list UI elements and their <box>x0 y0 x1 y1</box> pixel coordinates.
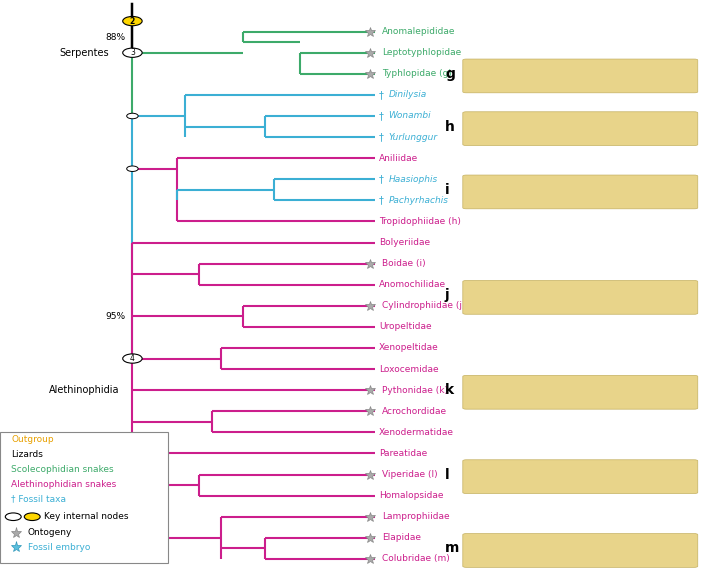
Circle shape <box>127 166 138 172</box>
Text: 88%: 88% <box>105 34 126 42</box>
Text: g: g <box>445 67 455 81</box>
Text: i: i <box>445 183 449 197</box>
Text: Wonambi: Wonambi <box>389 111 431 121</box>
Text: Dinilysia: Dinilysia <box>389 90 426 99</box>
Text: Alethinophidia: Alethinophidia <box>48 385 119 395</box>
Text: Xenopeltidae: Xenopeltidae <box>379 343 439 353</box>
Circle shape <box>122 48 142 57</box>
Text: Anomalepididae: Anomalepididae <box>382 27 456 36</box>
Text: Scolecophidian snakes: Scolecophidian snakes <box>11 465 114 474</box>
Text: Tropidophiidae (h): Tropidophiidae (h) <box>379 217 461 226</box>
Text: 2: 2 <box>130 17 135 26</box>
Text: Outgroup: Outgroup <box>11 435 53 444</box>
Text: †: † <box>379 174 384 184</box>
FancyBboxPatch shape <box>463 534 698 567</box>
Text: Yurlunggur: Yurlunggur <box>389 133 438 142</box>
Text: Elapidae: Elapidae <box>382 534 421 542</box>
FancyBboxPatch shape <box>463 59 698 93</box>
Text: Pareatidae: Pareatidae <box>379 449 427 458</box>
Text: Lamprophiidae: Lamprophiidae <box>382 512 449 521</box>
Text: Xenodermatidae: Xenodermatidae <box>379 428 454 437</box>
Text: Key internal nodes: Key internal nodes <box>44 512 129 521</box>
Circle shape <box>24 513 40 520</box>
Circle shape <box>127 113 138 119</box>
FancyBboxPatch shape <box>463 175 698 209</box>
Circle shape <box>122 16 142 26</box>
Text: †: † <box>379 195 384 205</box>
Text: Leptotyphlopidae: Leptotyphlopidae <box>382 48 461 57</box>
Circle shape <box>122 354 142 363</box>
Text: Colubridae (m): Colubridae (m) <box>382 554 449 563</box>
Text: j: j <box>445 288 449 302</box>
FancyBboxPatch shape <box>463 112 698 146</box>
Text: Lizards: Lizards <box>11 450 43 459</box>
Text: Pachyrhachis: Pachyrhachis <box>389 196 449 205</box>
Text: †: † <box>379 90 384 100</box>
FancyBboxPatch shape <box>463 375 698 409</box>
Text: Boidae (i): Boidae (i) <box>382 259 426 268</box>
Text: Aniliidae: Aniliidae <box>379 154 418 162</box>
Text: 3: 3 <box>130 48 135 57</box>
Circle shape <box>5 513 21 520</box>
Text: k: k <box>445 383 454 397</box>
Text: Acrochordidae: Acrochordidae <box>382 407 447 416</box>
Text: Fossil embryo: Fossil embryo <box>28 543 90 552</box>
Text: Anomochilidae: Anomochilidae <box>379 280 446 289</box>
Text: Haasiophis: Haasiophis <box>389 175 438 184</box>
Text: †: † <box>379 132 384 142</box>
Text: Alethinophidian snakes: Alethinophidian snakes <box>11 480 116 488</box>
Text: Uropeltidae: Uropeltidae <box>379 322 431 331</box>
Text: l: l <box>445 467 449 481</box>
FancyBboxPatch shape <box>0 432 168 563</box>
Text: Homalopsidae: Homalopsidae <box>379 491 444 500</box>
Text: 4: 4 <box>130 354 135 363</box>
Text: Cylindrophiidae (j): Cylindrophiidae (j) <box>382 302 466 310</box>
Text: 95%: 95% <box>105 312 126 321</box>
Text: Ontogeny: Ontogeny <box>28 528 72 537</box>
Text: Viperidae (l): Viperidae (l) <box>382 470 437 479</box>
FancyBboxPatch shape <box>463 281 698 314</box>
Text: Bolyeriidae: Bolyeriidae <box>379 238 430 247</box>
FancyBboxPatch shape <box>463 460 698 494</box>
Text: m: m <box>445 541 459 556</box>
Text: h: h <box>445 119 455 133</box>
Text: † Fossil taxa: † Fossil taxa <box>11 494 66 503</box>
Text: Pythonidae (k): Pythonidae (k) <box>382 386 448 394</box>
Text: Serpentes: Serpentes <box>59 48 109 58</box>
Text: †: † <box>379 111 384 121</box>
Text: Typhlopidae (g): Typhlopidae (g) <box>382 70 451 78</box>
Text: Loxocemidae: Loxocemidae <box>379 365 439 374</box>
